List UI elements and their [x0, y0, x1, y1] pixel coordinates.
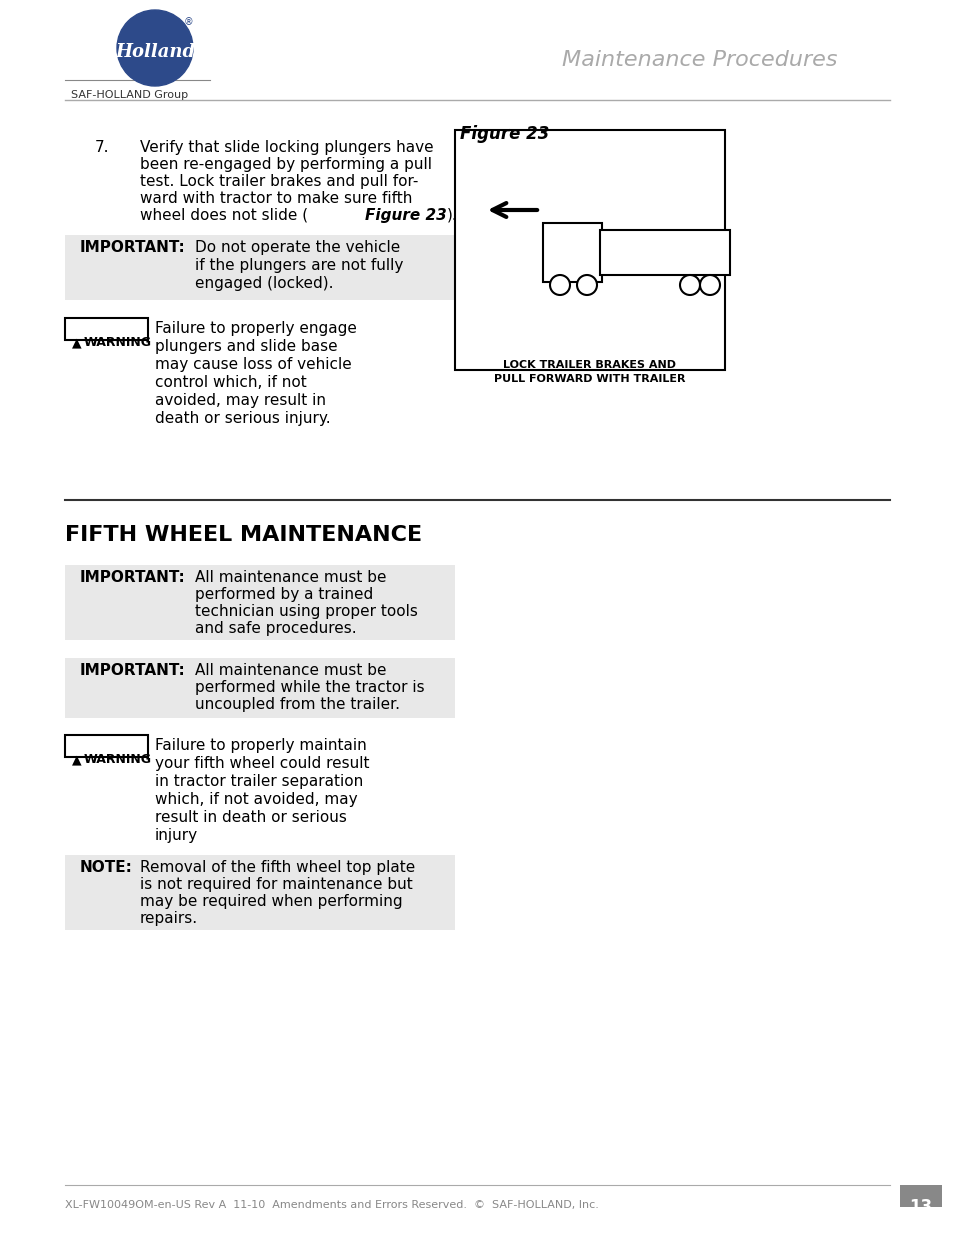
FancyBboxPatch shape [65, 317, 148, 340]
Text: engaged (locked).: engaged (locked). [194, 275, 334, 291]
Text: injury: injury [154, 827, 198, 844]
Text: test. Lock trailer brakes and pull for-: test. Lock trailer brakes and pull for- [140, 174, 418, 189]
Text: XL-FW10049OM-en-US Rev A  11-10  Amendments and Errors Reserved.  ©  SAF-HOLLAND: XL-FW10049OM-en-US Rev A 11-10 Amendment… [65, 1200, 598, 1210]
Text: which, if not avoided, may: which, if not avoided, may [154, 792, 357, 806]
FancyBboxPatch shape [542, 224, 601, 282]
Text: ▲: ▲ [71, 336, 82, 350]
Text: avoided, may result in: avoided, may result in [154, 393, 326, 408]
Text: Holland: Holland [114, 43, 194, 61]
Text: may cause loss of vehicle: may cause loss of vehicle [154, 357, 352, 372]
Text: IMPORTANT:: IMPORTANT: [80, 663, 186, 678]
Text: Maintenance Procedures: Maintenance Procedures [561, 49, 837, 70]
Circle shape [577, 275, 597, 295]
Text: SAF-HOLLAND Group: SAF-HOLLAND Group [71, 90, 189, 100]
Text: death or serious injury.: death or serious injury. [154, 411, 331, 426]
Text: and safe procedures.: and safe procedures. [194, 621, 356, 636]
Text: if the plungers are not fully: if the plungers are not fully [194, 258, 403, 273]
Circle shape [117, 10, 193, 86]
Text: ▲: ▲ [71, 753, 82, 766]
Text: ward with tractor to make sure fifth: ward with tractor to make sure fifth [140, 191, 412, 206]
Text: 7.: 7. [95, 140, 110, 156]
Text: Failure to properly maintain: Failure to properly maintain [154, 739, 366, 753]
Text: is not required for maintenance but: is not required for maintenance but [140, 877, 413, 892]
FancyBboxPatch shape [65, 235, 455, 300]
Circle shape [700, 275, 720, 295]
Text: WARNING: WARNING [84, 336, 152, 350]
Text: NOTE:: NOTE: [80, 860, 132, 876]
Text: Removal of the fifth wheel top plate: Removal of the fifth wheel top plate [140, 860, 415, 876]
Text: FIFTH WHEEL MAINTENANCE: FIFTH WHEEL MAINTENANCE [65, 525, 421, 545]
FancyBboxPatch shape [599, 230, 729, 275]
Text: technician using proper tools: technician using proper tools [194, 604, 417, 619]
Text: Figure 23: Figure 23 [459, 125, 549, 143]
Text: may be required when performing: may be required when performing [140, 894, 402, 909]
Text: wheel does not slide (: wheel does not slide ( [140, 207, 308, 224]
Text: 13: 13 [908, 1198, 932, 1216]
Text: performed while the tractor is: performed while the tractor is [194, 680, 424, 695]
FancyBboxPatch shape [65, 658, 455, 718]
FancyBboxPatch shape [899, 1186, 941, 1207]
Text: Do not operate the vehicle: Do not operate the vehicle [194, 240, 400, 254]
FancyBboxPatch shape [455, 130, 724, 370]
Text: PULL FORWARD WITH TRAILER: PULL FORWARD WITH TRAILER [494, 374, 685, 384]
Text: in tractor trailer separation: in tractor trailer separation [154, 774, 363, 789]
Text: ).: ). [447, 207, 457, 224]
Text: your fifth wheel could result: your fifth wheel could result [154, 756, 369, 771]
Text: Failure to properly engage: Failure to properly engage [154, 321, 356, 336]
Text: IMPORTANT:: IMPORTANT: [80, 240, 186, 254]
Text: performed by a trained: performed by a trained [194, 587, 373, 601]
Text: plungers and slide base: plungers and slide base [154, 338, 337, 354]
Text: LOCK TRAILER BRAKES AND: LOCK TRAILER BRAKES AND [503, 359, 676, 370]
Text: Verify that slide locking plungers have: Verify that slide locking plungers have [140, 140, 434, 156]
Text: ®: ® [184, 17, 193, 27]
Circle shape [679, 275, 700, 295]
Circle shape [550, 275, 569, 295]
Text: All maintenance must be: All maintenance must be [194, 663, 386, 678]
FancyBboxPatch shape [65, 855, 455, 930]
Text: All maintenance must be: All maintenance must be [194, 571, 386, 585]
Text: WARNING: WARNING [84, 753, 152, 766]
Text: control which, if not: control which, if not [154, 375, 307, 390]
Text: repairs.: repairs. [140, 911, 198, 926]
Text: result in death or serious: result in death or serious [154, 810, 347, 825]
Text: IMPORTANT:: IMPORTANT: [80, 571, 186, 585]
Text: Figure 23: Figure 23 [365, 207, 446, 224]
FancyBboxPatch shape [65, 564, 455, 640]
Text: uncoupled from the trailer.: uncoupled from the trailer. [194, 697, 399, 713]
Text: been re-engaged by performing a pull: been re-engaged by performing a pull [140, 157, 432, 172]
FancyBboxPatch shape [65, 735, 148, 757]
